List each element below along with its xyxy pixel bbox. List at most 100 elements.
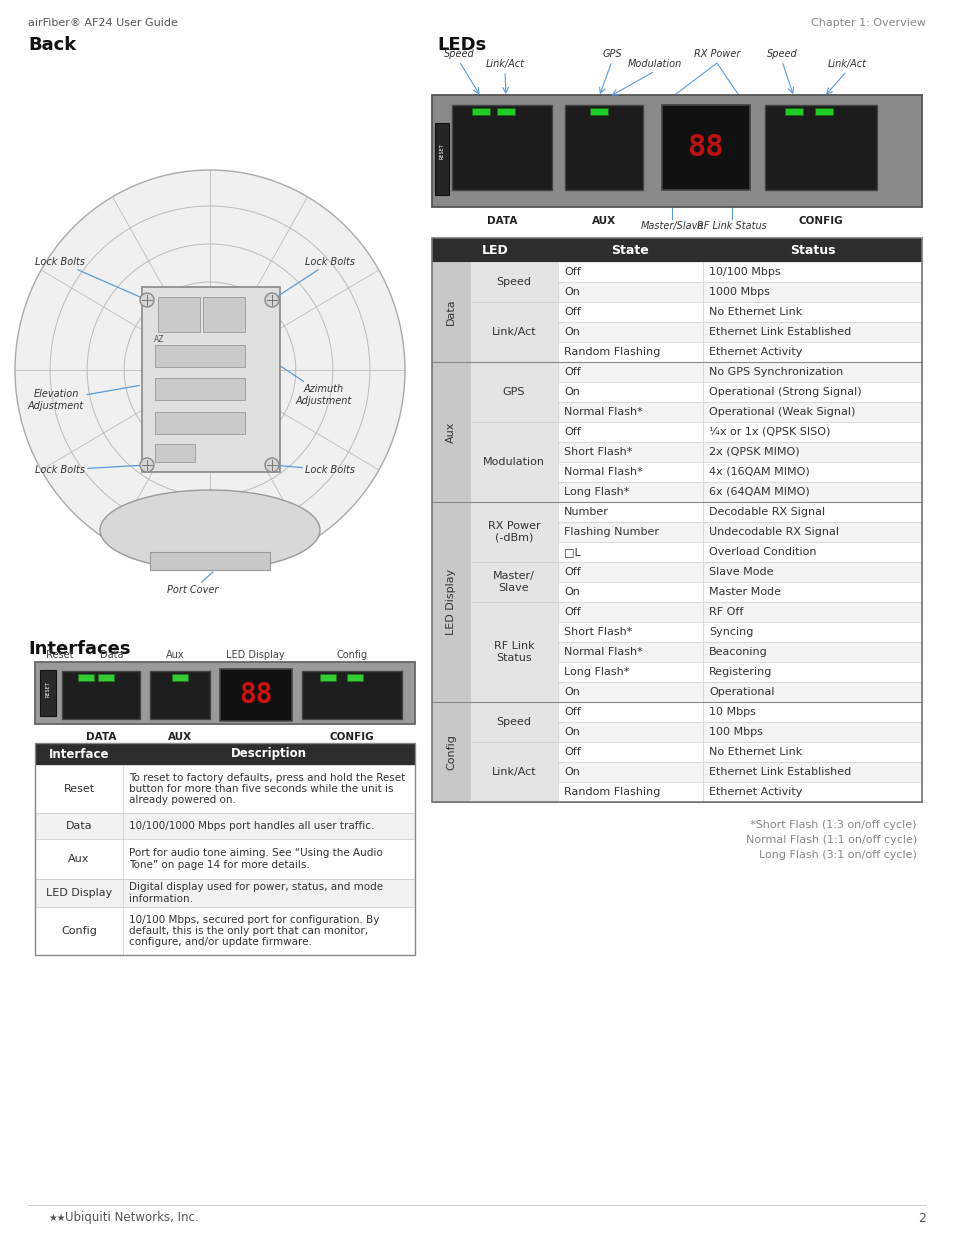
Text: Reset: Reset bbox=[46, 650, 73, 659]
Bar bbox=[558, 522, 702, 542]
Text: AUX: AUX bbox=[591, 216, 616, 226]
Bar bbox=[142, 287, 280, 472]
Text: airFiber® AF24 User Guide: airFiber® AF24 User Guide bbox=[28, 19, 177, 28]
Text: Port Cover: Port Cover bbox=[167, 572, 218, 595]
Bar bbox=[589, 107, 607, 115]
Text: Aux: Aux bbox=[69, 853, 90, 864]
Bar bbox=[702, 482, 921, 501]
Text: No Ethernet Link: No Ethernet Link bbox=[708, 308, 801, 317]
Bar bbox=[558, 382, 702, 403]
Text: RX Power
(-dBm): RX Power (-dBm) bbox=[487, 521, 539, 543]
Bar bbox=[558, 482, 702, 501]
Text: Off: Off bbox=[563, 706, 580, 718]
Text: Port for audio tone aiming. See “Using the Audio: Port for audio tone aiming. See “Using t… bbox=[129, 848, 382, 858]
Bar bbox=[558, 642, 702, 662]
Bar bbox=[702, 382, 921, 403]
Bar bbox=[558, 701, 702, 722]
Bar bbox=[558, 362, 702, 382]
Text: On: On bbox=[563, 727, 579, 737]
Text: 100 Mbps: 100 Mbps bbox=[708, 727, 762, 737]
Text: Off: Off bbox=[563, 367, 580, 377]
Text: Operational (Strong Signal): Operational (Strong Signal) bbox=[708, 387, 861, 396]
Text: RF Link
Status: RF Link Status bbox=[493, 641, 534, 663]
Bar bbox=[558, 303, 702, 322]
Text: Ethernet Link Established: Ethernet Link Established bbox=[708, 767, 850, 777]
Text: No GPS Synchronization: No GPS Synchronization bbox=[708, 367, 842, 377]
Text: Data: Data bbox=[100, 650, 124, 659]
Bar bbox=[661, 105, 749, 190]
Text: Off: Off bbox=[563, 606, 580, 618]
Text: Overload Condition: Overload Condition bbox=[708, 547, 816, 557]
Bar bbox=[702, 722, 921, 742]
Text: Config: Config bbox=[61, 926, 97, 936]
Bar bbox=[702, 622, 921, 642]
Bar bbox=[35, 662, 415, 724]
Bar bbox=[347, 674, 363, 680]
Text: 4x (16QAM MIMO): 4x (16QAM MIMO) bbox=[708, 467, 809, 477]
Bar bbox=[702, 662, 921, 682]
Bar bbox=[220, 669, 292, 721]
Bar bbox=[558, 462, 702, 482]
Bar bbox=[558, 322, 702, 342]
Text: Ethernet Activity: Ethernet Activity bbox=[708, 787, 801, 797]
Text: AZ: AZ bbox=[153, 335, 164, 345]
Text: ★★: ★★ bbox=[48, 1213, 66, 1223]
Text: Ethernet Activity: Ethernet Activity bbox=[708, 347, 801, 357]
Bar bbox=[470, 701, 558, 742]
Text: Speed: Speed bbox=[766, 49, 797, 59]
Bar bbox=[558, 501, 702, 522]
Text: Speed: Speed bbox=[496, 718, 531, 727]
Bar bbox=[35, 813, 415, 839]
Text: 88: 88 bbox=[239, 680, 273, 709]
Text: 10/100 Mbps: 10/100 Mbps bbox=[708, 267, 780, 277]
Text: Chapter 1: Overview: Chapter 1: Overview bbox=[810, 19, 925, 28]
Text: Ethernet Link Established: Ethernet Link Established bbox=[708, 327, 850, 337]
Bar bbox=[470, 501, 558, 562]
Text: GPS: GPS bbox=[601, 49, 621, 59]
Text: On: On bbox=[563, 587, 579, 597]
Text: Beaconing: Beaconing bbox=[708, 647, 767, 657]
Text: Elevation
Adjustment: Elevation Adjustment bbox=[28, 385, 139, 411]
Bar bbox=[558, 342, 702, 362]
Text: On: On bbox=[563, 687, 579, 697]
Text: Random Flashing: Random Flashing bbox=[563, 347, 659, 357]
Text: □L: □L bbox=[563, 547, 580, 557]
Bar bbox=[150, 671, 210, 719]
Bar bbox=[558, 422, 702, 442]
Text: DATA: DATA bbox=[86, 732, 116, 742]
Bar bbox=[702, 403, 921, 422]
Bar bbox=[558, 662, 702, 682]
Bar bbox=[98, 674, 113, 680]
Text: Normal Flash*: Normal Flash* bbox=[563, 647, 642, 657]
Bar bbox=[432, 501, 470, 701]
Text: Long Flash*: Long Flash* bbox=[563, 667, 629, 677]
Bar bbox=[78, 674, 94, 680]
Bar bbox=[702, 642, 921, 662]
Bar bbox=[702, 442, 921, 462]
Bar bbox=[35, 743, 415, 955]
Text: AUX: AUX bbox=[168, 732, 192, 742]
Bar bbox=[497, 107, 515, 115]
Text: Syncing: Syncing bbox=[708, 627, 753, 637]
Bar bbox=[40, 671, 56, 716]
Text: 2x (QPSK MIMO): 2x (QPSK MIMO) bbox=[708, 447, 799, 457]
Text: Flashing Number: Flashing Number bbox=[563, 527, 659, 537]
Bar bbox=[319, 674, 335, 680]
Text: On: On bbox=[563, 327, 579, 337]
Text: 10 Mbps: 10 Mbps bbox=[708, 706, 755, 718]
Bar bbox=[432, 362, 470, 501]
Bar bbox=[154, 345, 245, 367]
Bar bbox=[558, 742, 702, 762]
Text: Number: Number bbox=[563, 508, 608, 517]
Text: LED Display: LED Display bbox=[446, 569, 456, 635]
Text: Speed: Speed bbox=[443, 49, 474, 59]
Bar bbox=[702, 601, 921, 622]
Text: LEDs: LEDs bbox=[436, 36, 486, 54]
Text: Link/Act: Link/Act bbox=[491, 327, 536, 337]
Text: Long Flash*: Long Flash* bbox=[563, 487, 629, 496]
Text: To reset to factory defaults, press and hold the Reset: To reset to factory defaults, press and … bbox=[129, 773, 405, 783]
Bar bbox=[702, 362, 921, 382]
Text: Data: Data bbox=[66, 821, 92, 831]
Bar bbox=[702, 682, 921, 701]
Bar bbox=[814, 107, 832, 115]
